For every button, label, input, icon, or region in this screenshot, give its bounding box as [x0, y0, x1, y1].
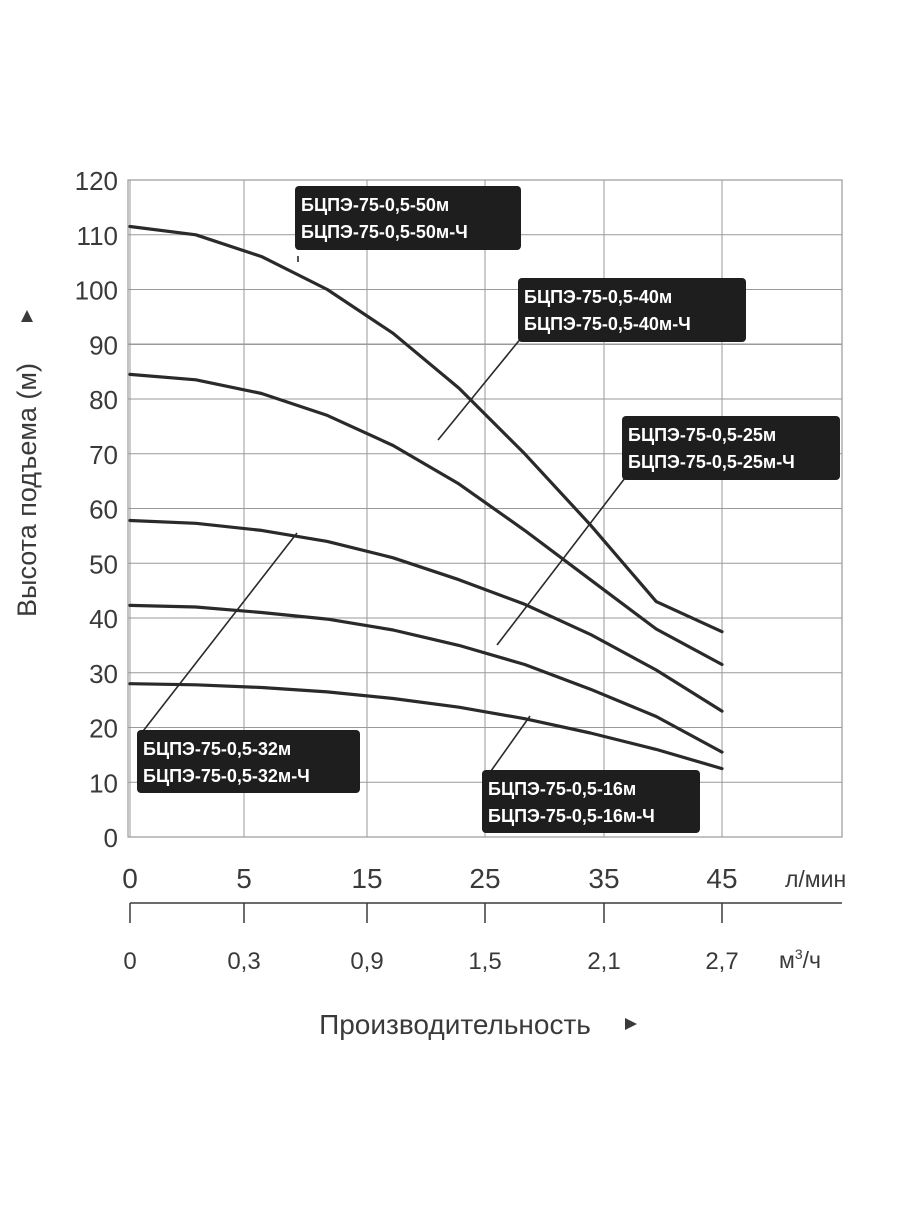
y-tick-label: 80: [89, 385, 118, 415]
plot-frame: [127, 179, 843, 838]
y-tick-label: 30: [89, 659, 118, 689]
series-label-text: БЦПЭ-75-0,5-25м-Ч: [628, 452, 795, 472]
x-tick-label: 5: [236, 863, 252, 894]
leader-line-5: [485, 715, 531, 779]
curve-1: [128, 224, 724, 634]
curve-3: [128, 518, 724, 713]
series-label-text: БЦПЭ-75-0,5-50м-Ч: [301, 222, 468, 242]
series-labels: БЦПЭ-75-0,5-50м БЦПЭ-75-0,5-50м-Ч БЦПЭ-75-…: [137, 186, 840, 833]
series-label-text: БЦПЭ-75-0,5-16м-Ч: [488, 806, 655, 826]
y-tick-label: 20: [89, 714, 118, 744]
x-axis-title: Производительность: [319, 1009, 591, 1040]
x2-units-label: м3/ч: [779, 946, 821, 973]
series-label-text: БЦПЭ-75-0,5-40м: [524, 287, 672, 307]
series-label-text: БЦПЭ-75-0,5-32м-Ч: [143, 766, 310, 786]
axes: 0 10 20 30 40 50 60 70 80 90 100 110 120 0 5 15 25 35 45 л/…: [12, 166, 846, 1040]
curve-4: [128, 603, 724, 754]
leader-line-3: [496, 477, 626, 646]
x2-tick-label: 0: [123, 948, 136, 975]
x-axis-arrow-icon: [625, 1018, 637, 1030]
y-tick-label: 40: [89, 604, 118, 634]
y-axis-arrow-icon: [21, 310, 33, 322]
y-tick-label: 110: [77, 221, 118, 251]
series-label-text: БЦПЭ-75-0,5-40м-Ч: [524, 314, 691, 334]
x-tick-label: 25: [469, 863, 500, 894]
leader-line-4: [139, 532, 298, 736]
series-label-text: БЦПЭ-75-0,5-32м: [143, 739, 291, 759]
y-tick-label: 70: [89, 440, 118, 470]
series-label-box-2: [518, 278, 746, 342]
series-label-text: БЦПЭ-75-0,5-16м: [488, 779, 636, 799]
x-tick-label: 45: [706, 863, 737, 894]
y-axis-title: Высота подъема (м): [12, 363, 42, 617]
series-label-box-1: [295, 186, 521, 250]
x2-tick-label: 0,3: [227, 948, 260, 975]
series-label-text: БЦПЭ-75-0,5-25м: [628, 425, 776, 445]
y-tick-label: 120: [75, 166, 118, 196]
x2-tick-label: 2,7: [705, 948, 738, 975]
x-tick-label: 15: [351, 863, 382, 894]
x2-tick-label: 2,1: [587, 948, 620, 975]
series-label-box-3: [622, 416, 840, 480]
y-tick-label: 0: [104, 823, 118, 853]
curves: [128, 224, 724, 771]
series-label-text: БЦПЭ-75-0,5-50м: [301, 195, 449, 215]
y-tick-label: 10: [89, 768, 118, 798]
curve-5: [128, 682, 724, 771]
leader-line-2: [437, 336, 523, 441]
curve-2: [128, 372, 724, 667]
x-tick-label: 0: [122, 863, 138, 894]
y-tick-label: 60: [89, 495, 118, 525]
x2-tick-label: 0,9: [350, 948, 383, 975]
series-label-box-4: [137, 730, 360, 793]
x2-tick-label: 1,5: [468, 948, 501, 975]
x-tick-label: 35: [588, 863, 619, 894]
x-units-label: л/мин: [785, 866, 846, 892]
series-label-box-5: [482, 770, 700, 833]
y-tick-label: 50: [89, 549, 118, 579]
y-tick-label: 100: [75, 276, 118, 306]
grid: [127, 179, 843, 838]
y-tick-label: 90: [89, 330, 118, 360]
leader-lines: [139, 256, 626, 779]
